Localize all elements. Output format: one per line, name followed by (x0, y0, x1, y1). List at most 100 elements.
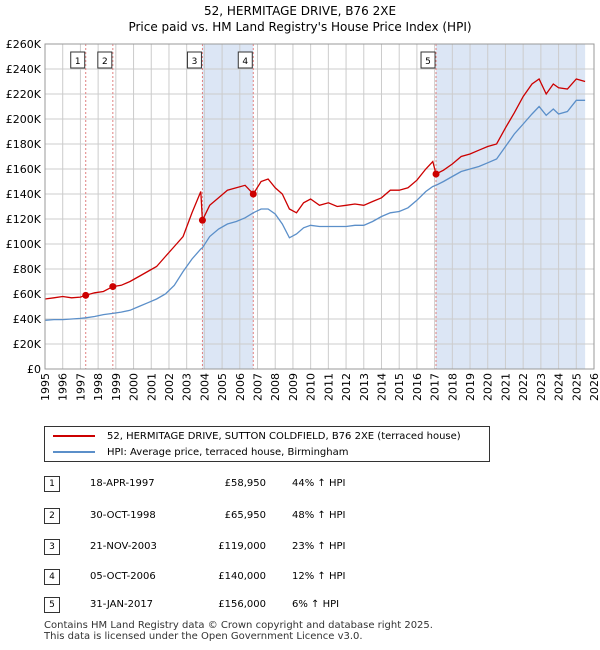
sale-label-box (186, 51, 202, 69)
y-tick-label: £220K (6, 88, 42, 101)
y-tick-label: £160K (6, 163, 42, 176)
transaction-date: 30-OCT-1998 (90, 510, 156, 521)
transaction-price: £58,950 (224, 478, 266, 489)
transaction-number: 3 (44, 539, 60, 555)
legend-swatch-hpi (53, 451, 95, 453)
x-tick-label: 2001 (145, 373, 158, 401)
x-tick-label: 2024 (553, 373, 566, 401)
x-tick-label: 2009 (287, 373, 300, 401)
transaction-hpi: 23% ↑ HPI (292, 541, 346, 552)
sale-markers: 1 2 3 4 5 (70, 44, 437, 369)
table-row: 1 18-APR-1997 £58,950 44% ↑ HPI (44, 476, 444, 492)
x-tick-label: 2010 (305, 373, 318, 401)
transaction-number: 1 (44, 476, 60, 492)
y-tick-label: £40K (13, 313, 42, 326)
footer: Contains HM Land Registry data © Crown c… (44, 620, 433, 642)
y-tick-label: £80K (13, 263, 42, 276)
transaction-hpi: 48% ↑ HPI (292, 510, 346, 521)
x-tick-label: 2025 (570, 373, 583, 401)
y-tick-label: £260K (6, 38, 42, 51)
x-tick-label: 1997 (74, 373, 87, 401)
legend-item-hpi: HPI: Average price, terraced house, Birm… (53, 444, 348, 460)
transaction-date: 21-NOV-2003 (90, 541, 157, 552)
legend-swatch-property (53, 435, 95, 437)
transaction-price: £140,000 (218, 571, 266, 582)
sale-label-box (97, 51, 113, 69)
x-tick-label: 2006 (234, 373, 247, 401)
series-lines (44, 78, 586, 321)
table-row: 4 05-OCT-2006 £140,000 12% ↑ HPI (44, 569, 444, 585)
transaction-date: 05-OCT-2006 (90, 571, 156, 582)
x-tick-label: 2019 (464, 373, 477, 401)
y-tick-label: £140K (6, 188, 42, 201)
x-tick-label: 2017 (429, 373, 442, 401)
transaction-price: £156,000 (218, 599, 266, 610)
series-line-hpi (44, 99, 586, 321)
x-tick-label: 1996 (57, 373, 70, 401)
chart-axes: £0 £20K £40K £60K £80K £100K £120K £140K £160K £1… (6, 38, 600, 401)
x-tick-label: 2022 (517, 373, 530, 401)
x-tick-label: 2023 (535, 373, 548, 401)
x-tick-label: 2004 (198, 373, 211, 401)
x-tick-label: 1999 (110, 373, 123, 401)
sale-label: 1 (75, 57, 81, 67)
shaded-range (202, 44, 254, 369)
transaction-hpi: 44% ↑ HPI (292, 478, 346, 489)
chart-legend: 52, HERMITAGE DRIVE, SUTTON COLDFIELD, B… (44, 426, 490, 462)
table-row: 5 31-JAN-2017 £156,000 6% ↑ HPI (44, 597, 444, 613)
sale-label: 3 (192, 57, 198, 67)
x-tick-label: 2026 (588, 373, 600, 401)
y-tick-label: £20K (13, 338, 42, 351)
transaction-date: 31-JAN-2017 (90, 599, 154, 610)
x-tick-label: 2012 (340, 373, 353, 401)
x-tick-label: 2011 (322, 373, 335, 401)
x-tick-label: 2000 (128, 373, 141, 401)
sale-point (249, 190, 257, 198)
x-tick-label: 2002 (163, 373, 176, 401)
chart-title: 52, HERMITAGE DRIVE, B76 2XE (204, 4, 396, 18)
x-tick-label: 2016 (411, 373, 424, 401)
legend-label-hpi: HPI: Average price, terraced house, Birm… (107, 446, 349, 458)
legend-item-property: 52, HERMITAGE DRIVE, SUTTON COLDFIELD, B… (53, 428, 461, 444)
table-row: 3 21-NOV-2003 £119,000 23% ↑ HPI (44, 539, 444, 555)
x-tick-label: 1995 (39, 373, 52, 401)
y-tick-label: £60K (13, 288, 42, 301)
transaction-price: £119,000 (218, 541, 266, 552)
shaded-ranges (202, 44, 586, 369)
y-tick-label: £120K (6, 213, 42, 226)
transaction-number: 4 (44, 569, 60, 585)
shaded-range (436, 44, 586, 369)
x-tick-label: 2020 (482, 373, 495, 401)
legend-label-property: 52, HERMITAGE DRIVE, SUTTON COLDFIELD, B… (107, 430, 461, 442)
sale-point (432, 170, 440, 178)
transaction-price: £65,950 (224, 510, 266, 521)
y-tick-label: £200K (6, 113, 42, 126)
transaction-date: 18-APR-1997 (90, 478, 155, 489)
sale-label: 2 (102, 57, 108, 67)
sale-label-box (237, 51, 253, 69)
x-tick-label: 2013 (358, 373, 371, 401)
transaction-hpi: 6% ↑ HPI (292, 599, 340, 610)
sale-label-box (70, 51, 86, 69)
transaction-number: 5 (44, 597, 60, 613)
y-tick-label: £240K (6, 63, 42, 76)
x-tick-label: 2014 (375, 373, 388, 401)
series-line-property (44, 78, 586, 300)
chart-subtitle: Price paid vs. HM Land Registry's House … (128, 20, 471, 34)
transaction-hpi: 12% ↑ HPI (292, 571, 346, 582)
sale-label-box (420, 51, 436, 69)
x-tick-label: 2015 (393, 373, 406, 401)
x-tick-label: 2005 (216, 373, 229, 401)
x-tick-label: 2007 (252, 373, 265, 401)
x-tick-label: 2003 (181, 373, 194, 401)
x-tick-label: 2021 (499, 373, 512, 401)
sale-point (109, 283, 117, 291)
table-row: 2 30-OCT-1998 £65,950 48% ↑ HPI (44, 508, 444, 524)
footer-copyright: Contains HM Land Registry data © Crown c… (44, 620, 433, 631)
y-tick-label: £0 (27, 363, 41, 376)
sale-label: 4 (242, 57, 248, 67)
plot-frame (44, 43, 595, 370)
sale-point (82, 291, 90, 299)
x-tick-label: 2008 (269, 373, 282, 401)
